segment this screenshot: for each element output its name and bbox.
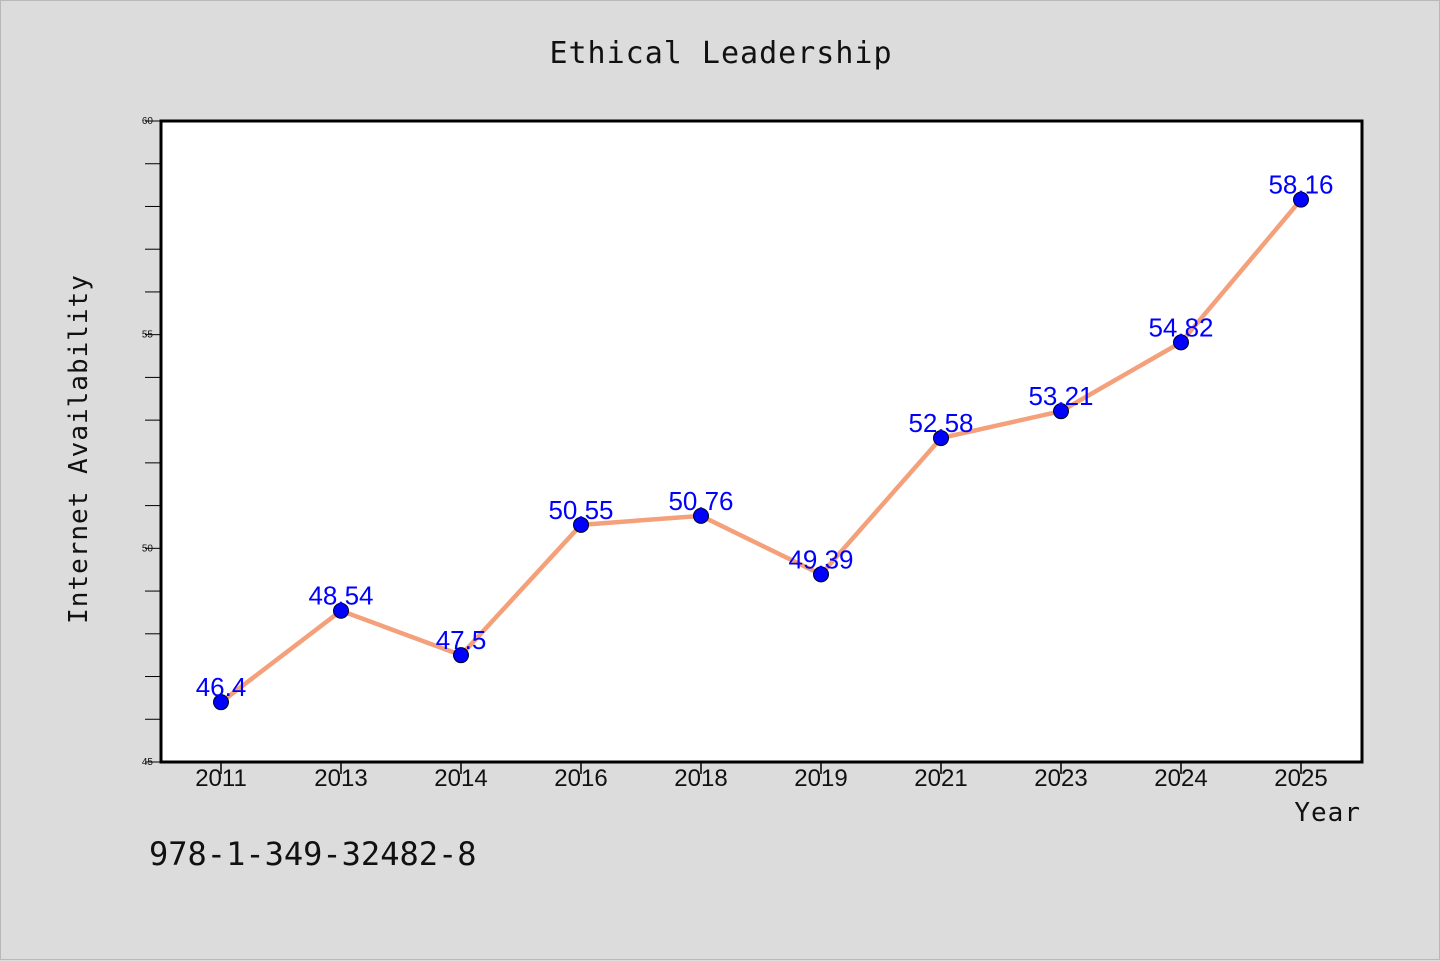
x-axis-label: Year [1294, 798, 1361, 828]
data-label: 52.58 [908, 408, 973, 438]
x-tick-label: 2025 [1274, 765, 1327, 792]
data-point [1173, 334, 1189, 351]
x-tick-label: 2023 [1034, 765, 1087, 792]
y-axis-label: Internet Availability [64, 274, 94, 624]
data-point [1293, 191, 1309, 208]
y-tick-label: 60 [142, 116, 154, 127]
y-tick-label: 55 [142, 330, 154, 341]
series-group: 46.4 48.54 47.5 50.55 50.76 49.39 52.58 53.21 54… [196, 170, 1334, 711]
y-tick-label: 45 [142, 757, 154, 768]
series-line [218, 197, 1304, 705]
data-point [693, 507, 709, 524]
x-tick-label: 2021 [914, 765, 967, 792]
data-label: 58.16 [1268, 170, 1333, 200]
x-axis-ticks: 2011 2013 2014 2016 2018 2019 2021 2023 2024 2025 [195, 762, 1328, 792]
data-label: 50.76 [668, 486, 733, 516]
y-axis-ticks: 45 50 55 60 [142, 116, 161, 768]
x-tick-label: 2011 [195, 765, 247, 792]
data-point [213, 694, 229, 711]
x-tick-label: 2019 [794, 765, 847, 792]
data-label: 50.55 [548, 495, 613, 525]
x-tick-label: 2018 [674, 765, 727, 792]
data-point [813, 566, 829, 583]
data-label: 47.5 [436, 625, 487, 655]
x-tick-label: 2024 [1154, 765, 1207, 792]
x-tick-label: 2014 [434, 765, 487, 792]
x-tick-label: 2016 [554, 765, 607, 792]
data-label: 54.82 [1148, 312, 1213, 342]
data-point [1053, 403, 1069, 420]
plot-area [159, 119, 1364, 764]
data-label: 48.54 [308, 581, 373, 611]
chart-title: Ethical Leadership [549, 36, 892, 71]
data-point [333, 602, 349, 619]
data-point [453, 647, 469, 664]
y-tick-label: 50 [142, 543, 154, 554]
data-point [573, 516, 589, 533]
isbn-annotation: 978-1-349-32482-8 [149, 835, 477, 873]
data-label: 53.21 [1028, 381, 1093, 411]
data-label: 46.4 [196, 672, 247, 702]
x-tick-label: 2013 [314, 765, 367, 792]
data-label: 49.39 [788, 544, 853, 574]
data-point [933, 430, 949, 447]
